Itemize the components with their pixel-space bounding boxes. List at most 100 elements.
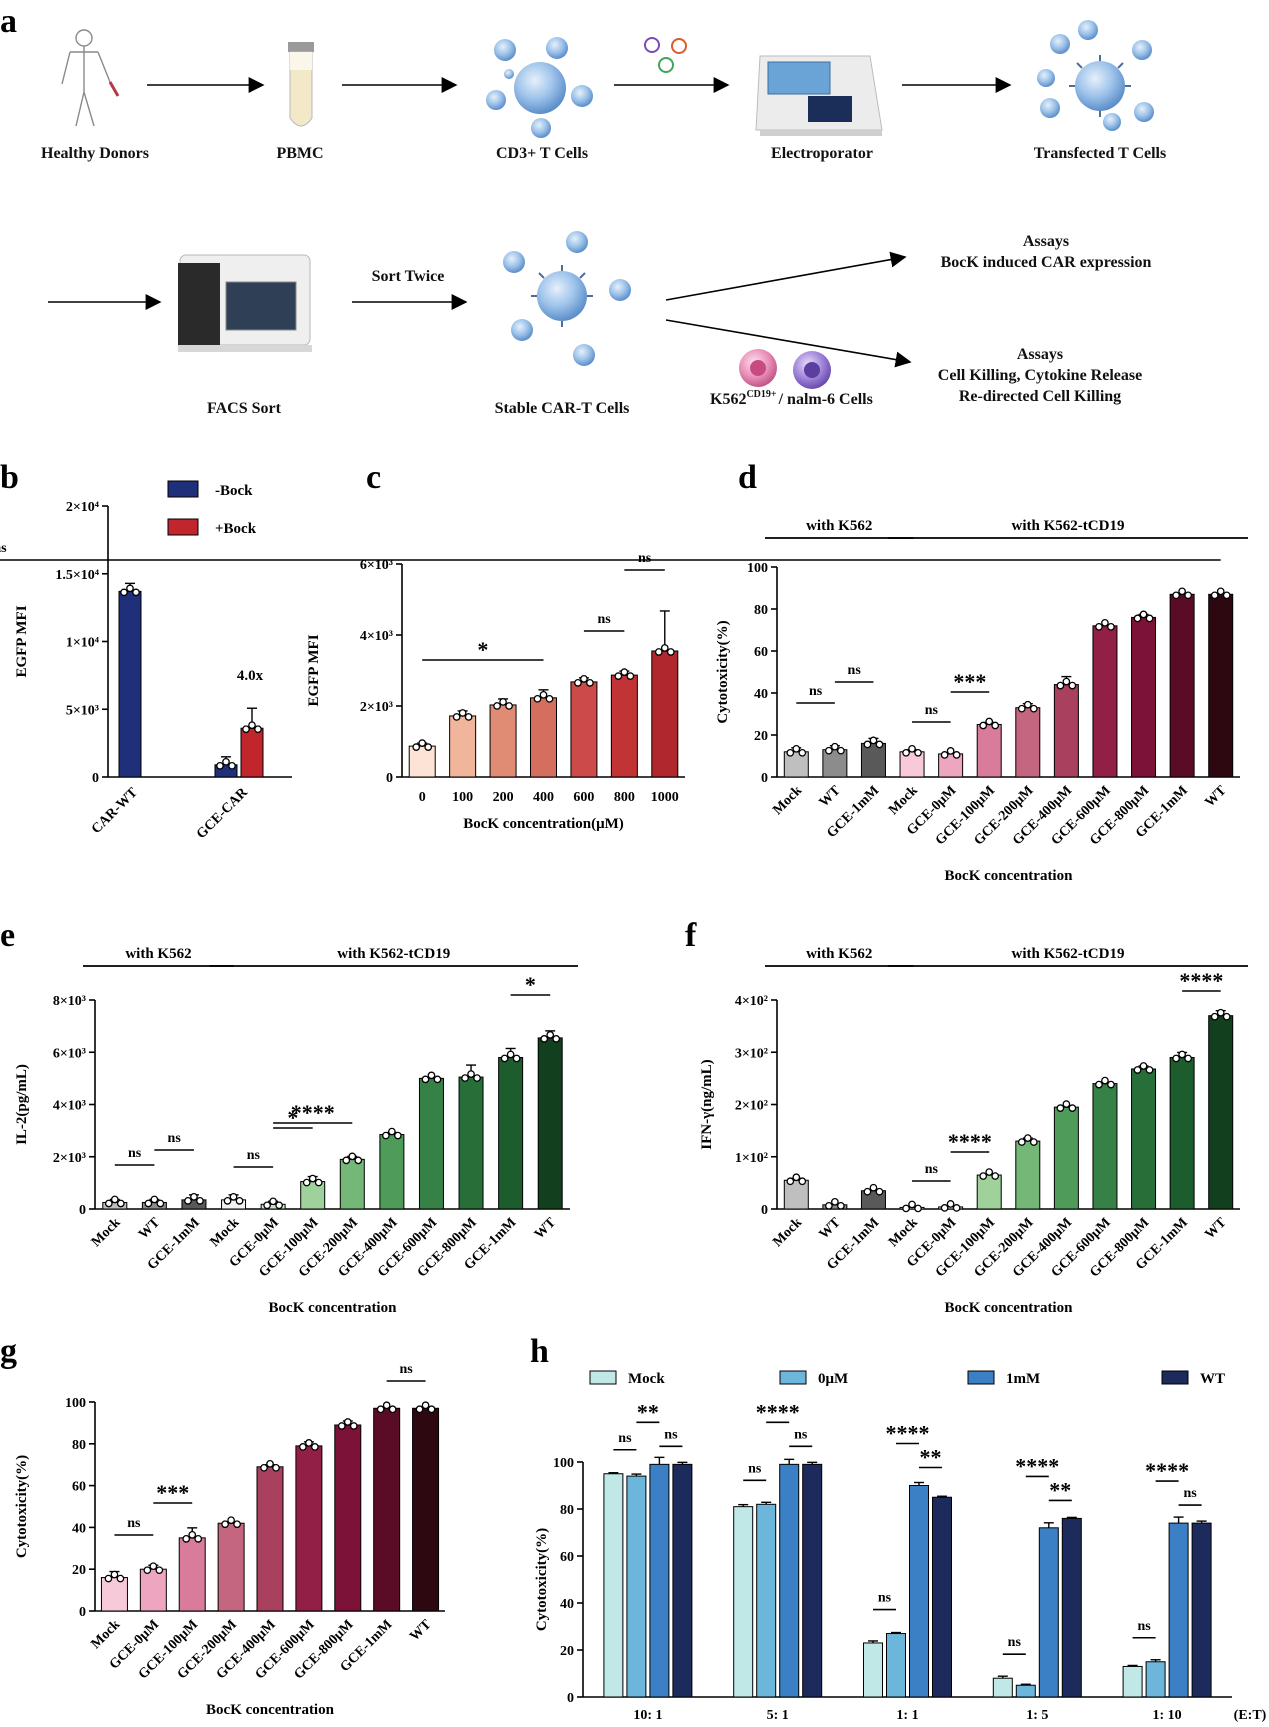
x-tick-label: WT — [1202, 1215, 1230, 1243]
x-tick-label: 10: 1 — [633, 1708, 662, 1722]
data-point — [1062, 1100, 1071, 1108]
significance-label: ns — [925, 1162, 939, 1177]
x-tick-label: 200 — [493, 790, 514, 805]
data-point — [869, 1183, 878, 1192]
y-tick-label: 60 — [560, 1550, 574, 1565]
data-point — [184, 1197, 192, 1205]
y-tick-label: 100 — [553, 1456, 574, 1471]
bar — [412, 1407, 440, 1612]
y-tick-label: 40 — [72, 1521, 86, 1536]
data-point — [1222, 591, 1231, 600]
data-point — [194, 1535, 203, 1543]
data-point — [275, 1201, 283, 1210]
data-point — [464, 713, 473, 721]
data-point — [1210, 1012, 1219, 1021]
plasmid-icon — [644, 37, 687, 73]
data-point — [626, 672, 635, 680]
bar — [118, 590, 142, 778]
y-tick-label: 40 — [560, 1597, 574, 1612]
significance-label: ns — [618, 1431, 632, 1446]
significance-label: **** — [291, 1100, 335, 1125]
y-tick-label: 80 — [754, 603, 768, 618]
significance-label: **** — [948, 1129, 992, 1154]
data-point — [388, 1127, 396, 1136]
bar — [1208, 593, 1234, 778]
legend-swatch — [967, 1370, 995, 1385]
data-point — [342, 1156, 351, 1165]
data-point — [1017, 1138, 1026, 1146]
data-point — [337, 1422, 346, 1430]
data-point — [985, 1168, 994, 1176]
significance-label: **** — [1145, 1458, 1189, 1483]
bar — [1015, 1684, 1036, 1698]
data-point — [458, 709, 467, 717]
data-point — [831, 742, 839, 751]
data-point — [302, 1178, 311, 1187]
significance-label: ns — [0, 541, 7, 556]
y-tick-label: 80 — [72, 1438, 86, 1453]
bar — [178, 1537, 206, 1612]
data-point — [552, 1035, 561, 1043]
y-tick-label: 60 — [72, 1480, 86, 1495]
y-tick-label: 100 — [747, 561, 768, 576]
data-point — [1101, 1076, 1109, 1085]
y-tick-label: 1.5×10⁴ — [55, 568, 99, 583]
bar — [626, 1475, 647, 1698]
bar — [217, 1522, 245, 1612]
bar — [802, 1463, 823, 1698]
bar — [1038, 1527, 1059, 1698]
y-tick-label: 20 — [72, 1563, 86, 1578]
panel-letter-g: g — [0, 1333, 17, 1370]
bar — [1191, 1522, 1212, 1698]
group-label: with K562 — [806, 946, 872, 962]
data-point — [116, 1199, 125, 1208]
data-point — [792, 1173, 801, 1182]
data-point — [940, 1204, 949, 1212]
data-point — [580, 675, 588, 683]
panel-letter-d: d — [738, 459, 757, 496]
data-point — [620, 668, 629, 676]
x-tick-label: 5: 1 — [767, 1708, 789, 1722]
data-point — [1068, 1104, 1077, 1112]
y-tick-label: 3×10² — [735, 1046, 768, 1061]
group-label: with K562 — [806, 518, 872, 534]
data-point — [1023, 700, 1032, 709]
y-tick-label: 5×10³ — [66, 703, 99, 718]
panel-letter-a: a — [0, 3, 17, 40]
bar — [976, 724, 1002, 778]
x-tick-label: 0 — [419, 790, 426, 805]
y-tick-label: 2×10⁴ — [66, 500, 100, 515]
data-point — [505, 702, 513, 710]
significance-label: ns — [748, 1461, 762, 1476]
data-point — [269, 1197, 277, 1206]
bar — [1169, 593, 1195, 778]
arrow-7 — [665, 251, 907, 301]
significance-label: ns — [247, 1148, 261, 1163]
y-tick-label: 20 — [754, 729, 768, 744]
assay2-line2: Re-directed Cell Killing — [959, 388, 1121, 405]
significance-label: ns — [664, 1427, 678, 1442]
y-tick-label: 0 — [386, 771, 393, 786]
data-point — [863, 1187, 872, 1196]
significance-label: ns — [598, 612, 612, 627]
significance-label: ns — [128, 1146, 142, 1161]
data-point — [545, 694, 554, 703]
y-tick-label: 40 — [754, 687, 768, 702]
data-point — [235, 1197, 244, 1205]
y-axis-label: EGFP MFI — [14, 605, 30, 677]
bar — [1122, 1665, 1143, 1698]
y-tick-label: 2×10³ — [53, 1151, 86, 1166]
legend-label: 0μM — [818, 1371, 848, 1387]
x-tick-label: 1000 — [651, 790, 679, 805]
x-tick-label: Mock — [886, 783, 921, 818]
y-tick-label: 0 — [92, 771, 99, 786]
significance-label: * — [525, 972, 536, 997]
data-point — [424, 743, 433, 751]
bar — [530, 697, 557, 778]
data-point — [546, 1031, 555, 1039]
x-axis-label: BocK concentration — [945, 868, 1074, 884]
data-point — [1178, 587, 1186, 596]
significance-label: ** — [1049, 1477, 1071, 1502]
step-healthy-donors: Healthy Donors — [41, 145, 149, 162]
significance-label: * — [287, 1105, 298, 1130]
